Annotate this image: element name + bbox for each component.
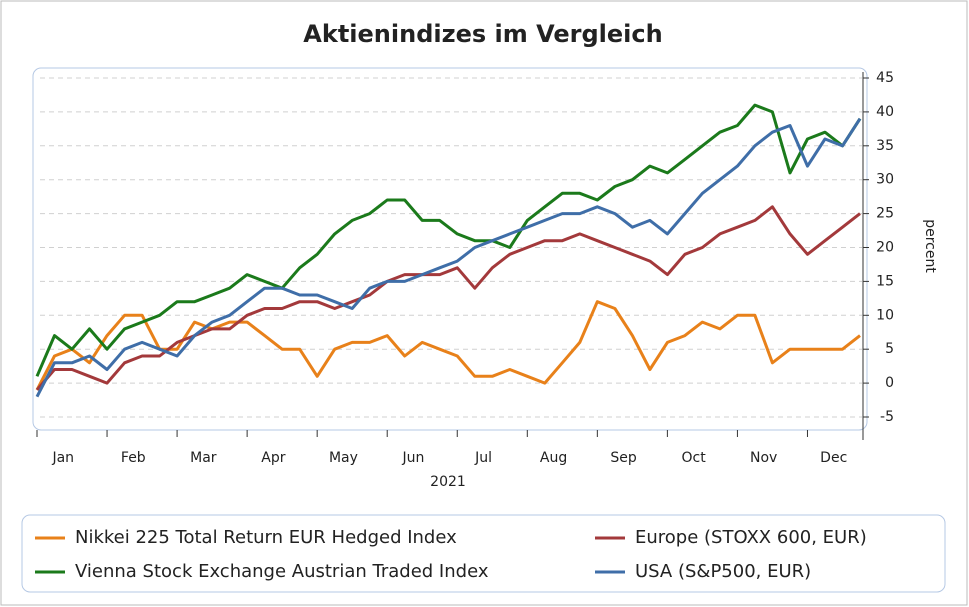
series-line: [35, 117, 862, 398]
x-tick-label: Apr: [261, 450, 285, 466]
chart-title: Aktienindizes im Vergleich: [303, 20, 662, 48]
x-tick-label: Jun: [402, 450, 425, 466]
y-axis-label: percent: [922, 219, 938, 273]
y-tick-label: 20: [876, 240, 894, 256]
legend-label: USA (S&P500, EUR): [635, 561, 811, 582]
series-line: [35, 103, 862, 377]
legend: [21, 514, 946, 593]
y-tick-label: 30: [876, 172, 894, 188]
x-tick-label: Mar: [190, 450, 217, 466]
y-tick-label: 0: [885, 375, 894, 391]
y-tick-label: 10: [876, 307, 894, 323]
x-tick-label: Sep: [610, 450, 637, 466]
x-tick-label: Jul: [474, 450, 492, 466]
y-tick-label: 40: [876, 104, 894, 120]
legend-label: Nikkei 225 Total Return EUR Hedged Index: [75, 527, 457, 548]
series-line: [35, 205, 861, 391]
x-tick-label: Feb: [121, 450, 146, 466]
legend-label: Europe (STOXX 600, EUR): [635, 527, 867, 548]
plot-area: [32, 67, 868, 431]
series-line: [35, 300, 861, 391]
y-tick-label: 15: [876, 273, 894, 289]
x-tick-label: Dec: [820, 450, 847, 466]
y-tick-label: 35: [876, 138, 894, 154]
x-tick-label: Aug: [540, 450, 567, 466]
x-tick-label: Jan: [51, 450, 74, 466]
x-tick-label: Nov: [750, 450, 777, 466]
x-axis-label: 2021: [430, 474, 466, 490]
y-tick-label: 5: [885, 341, 894, 357]
x-tick-label: Oct: [682, 450, 707, 466]
y-tick-label: 25: [876, 206, 894, 222]
y-tick-label: 45: [876, 70, 894, 86]
y-tick-label: -5: [880, 409, 894, 425]
legend-label: Vienna Stock Exchange Austrian Traded In…: [75, 561, 489, 582]
x-tick-label: May: [329, 450, 358, 466]
